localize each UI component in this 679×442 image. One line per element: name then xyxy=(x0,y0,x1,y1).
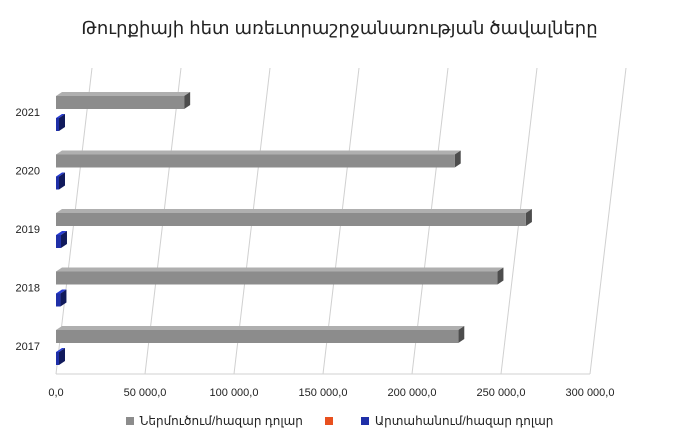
bar-top-face xyxy=(56,348,65,352)
legend-label: Արտահանում/հազար դոլար xyxy=(374,414,554,428)
legend-item: Ներմուծում/հազար դոլար xyxy=(125,414,303,428)
legend-swatch xyxy=(360,417,369,425)
bar-top-face xyxy=(56,92,191,96)
chart-title: Թուրքիայի հետ առեւտրաշրջանառության ծավալ… xyxy=(81,18,598,38)
y-tick-label: 2021 xyxy=(16,107,40,119)
bar-side-face xyxy=(59,114,65,131)
import-bar-2020 xyxy=(56,154,455,168)
bar-top-face xyxy=(56,289,67,294)
x-tick-label: 250 000,0 xyxy=(477,387,526,399)
bar-side-face xyxy=(59,172,65,190)
bar-side-face xyxy=(525,209,532,226)
bar-top-face xyxy=(56,172,65,177)
bar-side-face xyxy=(59,348,65,365)
y-tick-label: 2017 xyxy=(16,341,40,353)
bar-side-face xyxy=(458,326,465,343)
bar-side-face xyxy=(454,150,461,168)
x-tick-label: 300 000,0 xyxy=(566,387,615,399)
bar-side-face xyxy=(184,92,191,109)
bar-top-face xyxy=(56,150,461,155)
bar-top-face xyxy=(56,114,65,118)
x-tick-label: 150 000,0 xyxy=(299,387,348,399)
y-tick-label: 2019 xyxy=(16,224,40,236)
bar-side-face xyxy=(60,289,67,307)
x-tick-label: 0,0 xyxy=(48,387,63,399)
bar-top-face xyxy=(56,209,532,213)
chart-legend: Ներմուծում/հազար դոլար Արտահանում/հազար դ… xyxy=(0,414,679,428)
bar-side-face xyxy=(60,231,67,248)
export-bar-2020 xyxy=(56,176,59,190)
export-bar-2018 xyxy=(56,293,61,307)
export-bar-2021 xyxy=(56,118,59,131)
export-bar-2019 xyxy=(56,235,61,248)
bar-side-face xyxy=(497,267,504,285)
legend-swatch xyxy=(125,417,134,425)
import-bar-2018 xyxy=(56,271,498,285)
gridline xyxy=(589,67,627,375)
x-tick-label: 200 000,0 xyxy=(388,387,437,399)
import-bar-2021 xyxy=(56,96,185,109)
export-bar-2017 xyxy=(56,352,59,365)
legend-item xyxy=(324,417,339,425)
bar-top-face xyxy=(56,326,465,330)
bar-top-face xyxy=(56,267,504,272)
y-tick-label: 2020 xyxy=(16,166,40,178)
legend-swatch xyxy=(324,417,333,425)
legend-item: Արտահանում/հազար դոլար xyxy=(360,414,554,428)
y-tick-label: 2018 xyxy=(16,283,40,295)
legend-label: Ներմուծում/հազար դոլար xyxy=(139,414,303,428)
x-tick-label: 100 000,0 xyxy=(210,387,259,399)
bar-top-face xyxy=(56,231,67,235)
import-bar-2019 xyxy=(56,213,526,226)
import-bar-2017 xyxy=(56,330,459,343)
x-tick-label: 50 000,0 xyxy=(124,387,167,399)
